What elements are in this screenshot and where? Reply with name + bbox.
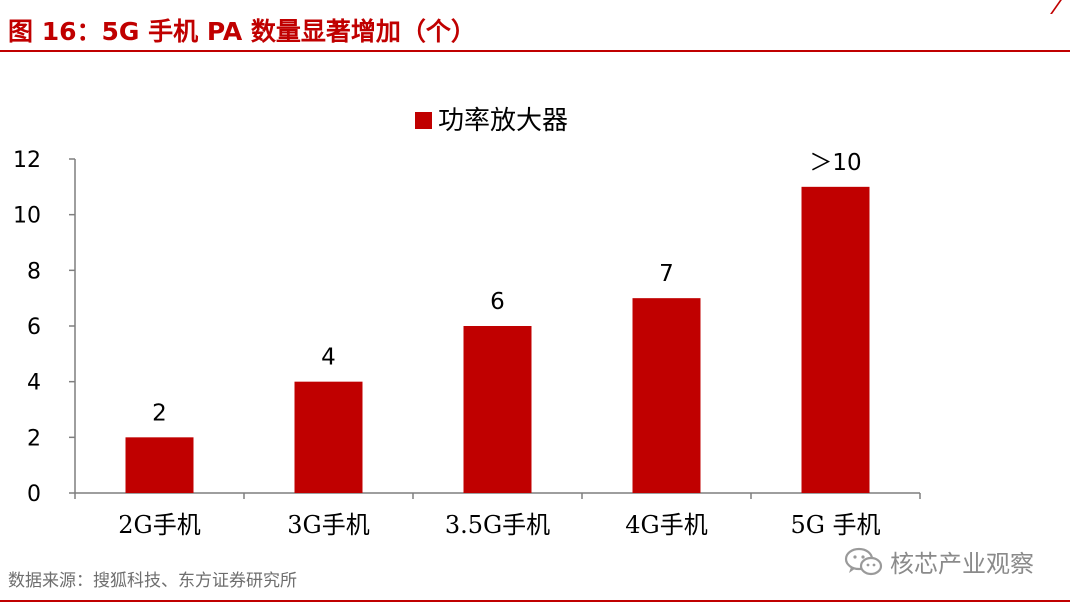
data-label: 7 bbox=[659, 261, 674, 287]
x-category-label: 3G手机 bbox=[287, 511, 369, 539]
x-category-label: 4G手机 bbox=[625, 511, 707, 539]
y-tick-label: 2 bbox=[27, 426, 41, 451]
bar bbox=[801, 186, 870, 493]
y-tick-label: 6 bbox=[27, 315, 41, 340]
title-rule bbox=[0, 50, 1070, 52]
x-category-label: 5G 手机 bbox=[790, 511, 880, 539]
y-tick-label: 0 bbox=[27, 482, 41, 507]
wechat-icon bbox=[844, 547, 883, 575]
bar bbox=[125, 437, 194, 493]
y-tick-label: 10 bbox=[13, 204, 41, 229]
legend-label: 功率放大器 bbox=[438, 106, 568, 136]
y-tick-label: 8 bbox=[27, 259, 41, 284]
footer-rule bbox=[0, 600, 1070, 602]
y-tick-label: 12 bbox=[13, 148, 41, 173]
bar bbox=[632, 298, 701, 493]
data-label: ＞10 bbox=[809, 150, 861, 176]
data-label: 4 bbox=[321, 345, 336, 371]
bar bbox=[463, 326, 532, 493]
corner-accent bbox=[1050, 0, 1062, 14]
data-label: 6 bbox=[490, 289, 505, 315]
data-label: 2 bbox=[152, 400, 167, 426]
bar-chart: 0 2 4 6 8 10 12 功率放大器 2 2G手机 4 3G手机 6 3.5G手机 7 4G手机 ＞10 5… bbox=[13, 106, 921, 539]
bar bbox=[294, 381, 363, 493]
chart-title: 图 16：5G 手机 PA 数量显著增加（个） bbox=[8, 17, 476, 46]
x-category-label: 2G手机 bbox=[118, 511, 200, 539]
x-category-label: 3.5G手机 bbox=[445, 511, 550, 539]
y-tick-label: 4 bbox=[27, 371, 41, 396]
watermark: 核芯产业观察 bbox=[844, 544, 1034, 579]
legend-swatch bbox=[415, 112, 432, 129]
source-note: 数据来源：搜狐科技、东方证券研究所 bbox=[8, 571, 297, 591]
watermark-text: 核芯产业观察 bbox=[890, 550, 1034, 578]
